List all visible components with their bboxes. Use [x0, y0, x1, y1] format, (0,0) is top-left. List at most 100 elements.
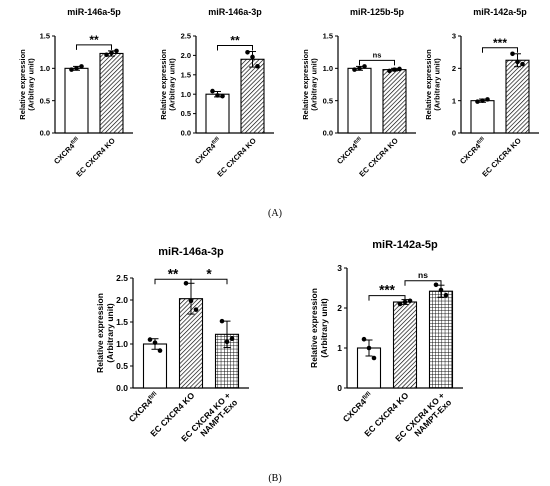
y-axis-label: Relative expression(Arbitrary unit) — [424, 49, 442, 120]
data-point — [250, 54, 255, 60]
y-tick-label: 0.0 — [40, 129, 50, 138]
significance-label: *** — [493, 36, 507, 50]
y-axis-label: Relative expression(Arbitrary unit) — [159, 49, 177, 120]
chart-title: miR-146a-3p — [158, 246, 224, 258]
data-point — [152, 340, 158, 345]
y-axis-label: Relative expression(Arbitrary unit) — [301, 49, 319, 120]
bar — [205, 93, 230, 134]
significance-bracket — [217, 45, 253, 51]
x-tick-label: EC CXCR4 KO — [215, 136, 258, 179]
bar — [428, 290, 454, 389]
bar — [64, 67, 89, 134]
significance-label: ns — [373, 50, 382, 59]
data-point — [520, 61, 525, 67]
bar — [392, 301, 418, 389]
x-tick-label: CXCR4fl/fl — [127, 390, 161, 424]
y-tick-label: 0.5 — [181, 109, 191, 118]
chart-5: miR-146a-3p Relative expression(Arbitrary… — [95, 246, 249, 444]
data-point — [147, 337, 153, 342]
data-point — [188, 298, 194, 304]
data-point — [371, 355, 377, 361]
x-tick-label: CXCR4fl/fl — [458, 136, 488, 166]
chart-1: miR-146a-5p Relative expression(Arbitrary… — [18, 7, 133, 179]
significance-label: ** — [89, 33, 99, 47]
y-tick-label: 3 — [452, 32, 456, 41]
data-point — [193, 307, 199, 312]
y-tick-label: 0.5 — [40, 96, 50, 105]
y-tick-label: 1.5 — [40, 32, 50, 41]
y-axis-label: Relative expression(Arbitrary unit) — [18, 49, 36, 120]
x-tick-label: CXCR4fl/fl — [193, 136, 223, 166]
data-point — [215, 93, 220, 98]
y-tick-label: 2 — [337, 303, 342, 313]
data-point — [392, 67, 397, 72]
significance-label: ** — [168, 266, 179, 281]
significance-bracket — [190, 278, 228, 285]
significance-bracket — [359, 59, 395, 66]
chart-title: miR-142a-5p — [473, 7, 527, 17]
y-tick-label: 2.0 — [116, 295, 128, 305]
y-tick-label: 0.5 — [323, 96, 333, 105]
data-point — [387, 68, 392, 74]
significance-label: ** — [230, 34, 240, 48]
significance-label: ns — [418, 270, 428, 280]
data-point — [357, 66, 362, 71]
data-point — [362, 64, 367, 69]
chart-title: miR-125b-5p — [350, 7, 405, 17]
bar — [142, 343, 168, 389]
y-tick-label: 1.5 — [181, 70, 191, 79]
data-point — [433, 282, 439, 288]
data-point — [361, 336, 367, 342]
x-tick-label: EC CXCR4 KO — [357, 136, 400, 179]
significance-bracket — [76, 44, 112, 50]
y-axis-label: Relative expression(Arbitrary unit) — [309, 288, 329, 368]
x-tick-label: CXCR4fl/fl — [335, 136, 365, 166]
data-point — [397, 66, 402, 72]
data-point — [475, 99, 480, 104]
data-point — [438, 287, 444, 293]
y-tick-label: 0.0 — [181, 129, 191, 138]
data-point — [69, 67, 74, 72]
bar — [382, 69, 407, 134]
y-tick-label: 1.5 — [323, 32, 333, 41]
y-tick-label: 2.5 — [116, 273, 128, 283]
data-point — [443, 292, 449, 298]
chart-title: miR-142a-5p — [372, 239, 438, 251]
y-tick-label: 2.0 — [181, 51, 191, 60]
data-point — [352, 67, 357, 72]
y-tick-label: 0 — [452, 129, 456, 138]
data-point — [245, 49, 250, 55]
data-point — [157, 348, 163, 353]
x-tick-label: CXCR4fl/fl — [52, 136, 82, 166]
y-tick-label: 1.0 — [323, 64, 333, 73]
bar — [347, 67, 372, 134]
y-tick-label: 1.0 — [181, 90, 191, 99]
data-point — [229, 336, 235, 342]
y-tick-label: 3 — [337, 263, 342, 273]
y-axis-label: Relative expression(Arbitrary unit) — [95, 293, 115, 373]
chart-title: miR-146a-3p — [208, 7, 262, 17]
data-point — [109, 50, 114, 56]
y-tick-label: 1.0 — [40, 64, 50, 73]
panel-label-b: (B) — [268, 473, 281, 484]
chart-6: miR-142a-5p Relative expression(Arbitrary… — [309, 239, 463, 444]
chart-4: miR-142a-5p Relative expression(Arbitrary… — [424, 7, 539, 179]
panel-label-a: (A) — [268, 208, 282, 219]
y-tick-label: 1.0 — [116, 339, 128, 349]
y-tick-label: 0.5 — [116, 361, 128, 371]
significance-label: *** — [379, 283, 396, 298]
y-tick-label: 2 — [452, 64, 456, 73]
data-point — [183, 280, 189, 286]
y-tick-label: 1 — [337, 343, 342, 353]
y-tick-label: 0.0 — [116, 383, 128, 393]
bar — [505, 59, 530, 134]
chart-3: miR-125b-5p Relative expression(Arbitrary… — [301, 7, 416, 179]
y-tick-label: 0.0 — [323, 129, 333, 138]
data-point — [407, 298, 413, 304]
data-point — [510, 51, 515, 57]
data-point — [114, 48, 119, 54]
x-tick-label: CXCR4fl/fl — [341, 390, 375, 424]
data-point — [366, 345, 372, 351]
x-tick-label: EC CXCR4 KO — [74, 136, 117, 179]
